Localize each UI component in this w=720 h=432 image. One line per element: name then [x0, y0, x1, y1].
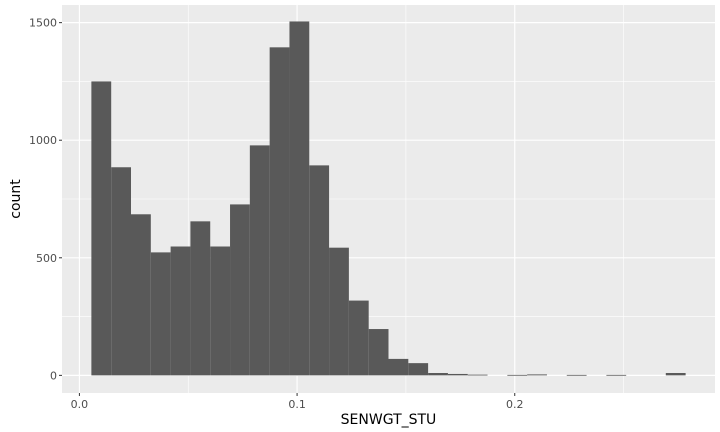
- histogram-bar: [507, 374, 528, 376]
- histogram-bar: [348, 300, 369, 376]
- histogram-bar: [309, 165, 330, 376]
- histogram-bar: [368, 329, 389, 376]
- x-axis: 0.0 0.1 0.2: [71, 393, 524, 411]
- y-axis: 0 500 1000 1500: [29, 17, 62, 382]
- histogram-bar: [269, 47, 290, 376]
- histogram-bar: [289, 21, 310, 376]
- histogram-bar: [190, 221, 211, 376]
- histogram-bar: [131, 214, 151, 376]
- histogram-bar: [329, 247, 349, 376]
- histogram-bar: [170, 246, 191, 376]
- histogram-bar: [91, 81, 112, 376]
- histogram-bar: [428, 373, 448, 376]
- histogram-bar: [566, 374, 587, 376]
- x-tick-label: 0.2: [506, 398, 524, 411]
- y-tick-label: 500: [36, 252, 57, 265]
- histogram-bar: [527, 374, 547, 376]
- histogram-bar: [606, 374, 627, 376]
- histogram-bar: [408, 363, 429, 376]
- y-axis-title: count: [8, 179, 24, 219]
- x-tick-label: 0.0: [71, 398, 89, 411]
- histogram-bar: [249, 145, 270, 376]
- y-tick-label: 1000: [29, 134, 57, 147]
- histogram-bar: [467, 374, 488, 376]
- histogram-bar: [111, 167, 132, 376]
- y-tick-label: 0: [50, 369, 57, 382]
- x-tick-label: 0.1: [288, 398, 306, 411]
- x-axis-title: SENWGT_STU: [341, 412, 437, 428]
- histogram-bar: [150, 252, 171, 376]
- histogram-bar: [665, 373, 686, 376]
- y-tick-label: 1500: [29, 17, 57, 30]
- histogram-bar: [447, 373, 468, 376]
- histogram-bar: [388, 358, 409, 376]
- histogram-bars: [91, 21, 686, 376]
- histogram-bar: [210, 246, 231, 376]
- histogram-bar: [230, 204, 250, 376]
